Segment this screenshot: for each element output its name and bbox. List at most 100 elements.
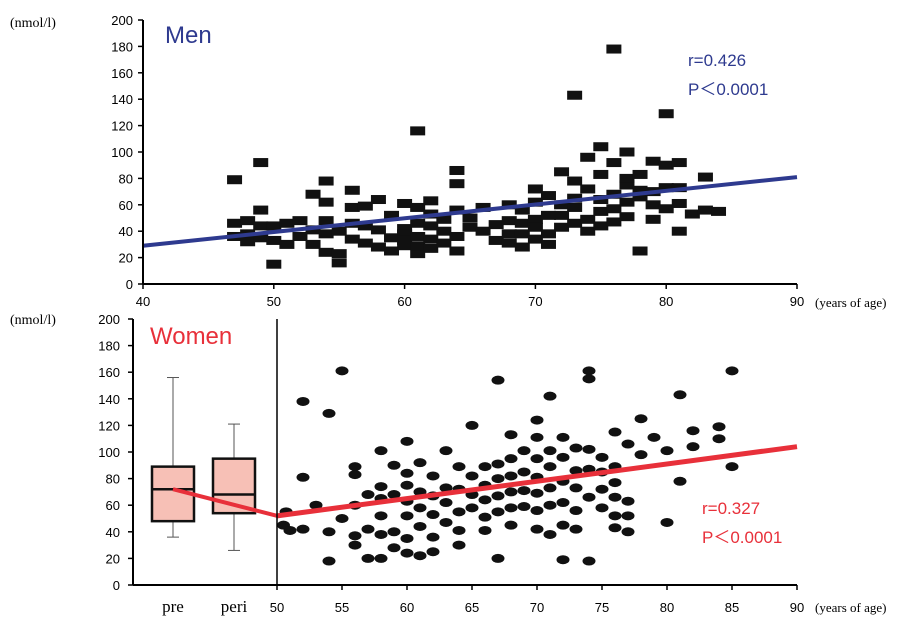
women-data-point [348, 470, 362, 480]
women-data-point [517, 467, 531, 477]
women-data-point [517, 486, 531, 496]
women-data-point [582, 374, 596, 384]
men-data-point [318, 176, 334, 186]
women-data-point [452, 462, 466, 472]
women-box-labels: pre peri [162, 597, 247, 616]
men-panel: (nmol/l) 0 20 40 60 80 100 120 140 160 180 200 40 5… [10, 13, 886, 310]
men-data-point [410, 249, 426, 259]
men-x-axis-label: (years of age) [815, 295, 886, 310]
women-data-point [647, 432, 661, 442]
women-x-axis-label: (years of age) [815, 600, 886, 615]
men-y-tick-label: 80 [119, 171, 133, 186]
men-data-point [606, 204, 622, 214]
men-data-point [540, 210, 556, 220]
men-data-point [397, 224, 413, 234]
women-data-point [361, 553, 375, 563]
men-x-tick-label: 40 [136, 294, 150, 309]
men-x-tick-label: 60 [397, 294, 411, 309]
women-data-point [725, 462, 739, 472]
women-data-point [400, 436, 414, 446]
women-y-tick-label: 140 [98, 392, 120, 407]
women-data-point [322, 556, 336, 566]
women-data-point [621, 511, 635, 521]
men-data-point [567, 193, 583, 203]
women-data-point [504, 520, 518, 530]
women-data-point [439, 498, 453, 508]
women-boxplot-area [150, 377, 278, 551]
men-data-point [554, 222, 570, 232]
men-data-point [253, 205, 269, 215]
men-data-point [266, 221, 282, 231]
women-data-point [465, 503, 479, 513]
women-data-point [387, 460, 401, 470]
men-data-point [606, 189, 622, 199]
men-data-point [697, 205, 713, 215]
men-data-point [567, 176, 583, 186]
men-data-point [527, 184, 543, 194]
box-category-label: peri [221, 597, 248, 616]
women-data-point [543, 462, 557, 472]
women-data-point [504, 454, 518, 464]
men-data-point [540, 239, 556, 249]
women-data-point [387, 543, 401, 553]
men-data-point [619, 147, 635, 157]
men-data-point [410, 202, 426, 212]
men-data-point [658, 204, 674, 214]
men-data-point [527, 197, 543, 207]
men-data-point [423, 234, 439, 244]
women-data-point [400, 468, 414, 478]
men-data-point [501, 200, 517, 210]
men-data-point [606, 44, 622, 54]
women-data-point [530, 488, 544, 498]
men-data-point [514, 205, 530, 215]
men-data-point [449, 205, 465, 215]
men-data-point [423, 243, 439, 253]
men-data-point [697, 172, 713, 182]
men-data-point [593, 221, 609, 231]
women-data-point [491, 474, 505, 484]
men-data-point [554, 210, 570, 220]
women-data-point [725, 366, 739, 376]
men-data-point [593, 142, 609, 152]
men-data-point [632, 169, 648, 179]
men-data-point [580, 214, 596, 224]
men-data-point [475, 202, 491, 212]
men-data-point [410, 126, 426, 136]
men-x-tick-label: 70 [528, 294, 542, 309]
women-data-point [634, 414, 648, 424]
women-regression-line [276, 444, 798, 519]
men-data-point [436, 238, 452, 248]
box-body [211, 457, 257, 515]
men-data-point [318, 197, 334, 207]
men-data-point [580, 184, 596, 194]
men-data-point [423, 221, 439, 231]
women-data-point [530, 454, 544, 464]
women-data-point [400, 533, 414, 543]
men-plot-area [142, 44, 798, 269]
men-data-point [397, 235, 413, 245]
women-data-point [556, 555, 570, 565]
men-data-point [658, 183, 674, 193]
men-data-point [305, 189, 321, 199]
women-data-point [335, 514, 349, 523]
men-data-point [227, 218, 243, 228]
women-data-point [452, 540, 466, 550]
women-y-tick-label: 20 [106, 551, 120, 566]
women-data-point [439, 517, 453, 527]
women-data-point [530, 524, 544, 534]
men-data-point [501, 229, 517, 239]
women-data-point [322, 408, 336, 418]
men-y-ticks: 0 20 40 60 80 100 120 140 160 180 200 [111, 13, 143, 292]
women-data-point [530, 506, 544, 516]
men-data-point [619, 173, 635, 183]
women-data-point [465, 471, 479, 481]
men-data-point [645, 200, 661, 210]
women-x-tick-label: 80 [660, 600, 674, 615]
men-data-point [658, 160, 674, 170]
women-data-point [348, 540, 362, 550]
men-data-point [711, 206, 727, 216]
men-data-point [344, 234, 360, 244]
women-data-point [582, 444, 596, 454]
men-data-point [645, 156, 661, 166]
